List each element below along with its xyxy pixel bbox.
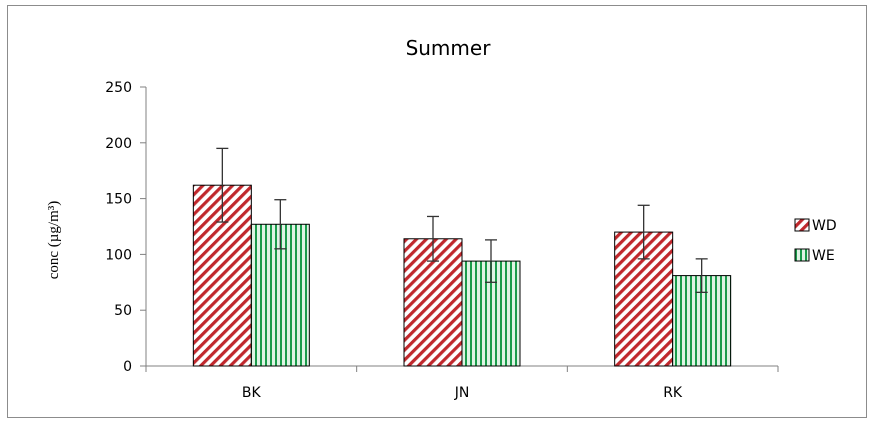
bars-group xyxy=(192,147,732,367)
x-category-label: BK xyxy=(242,385,262,401)
y-tick-label: 150 xyxy=(105,192,132,208)
y-tick-label: 0 xyxy=(123,359,132,375)
legend: WD WE xyxy=(794,218,837,264)
legend-swatch-wd xyxy=(794,218,810,232)
chart-title: Summer xyxy=(406,36,492,60)
y-tick-label: 200 xyxy=(105,136,132,152)
legend-swatch-we xyxy=(794,248,810,262)
legend-label-wd: WD xyxy=(812,218,837,234)
bar-we-bk xyxy=(250,223,310,367)
y-axis-label: conc (µg/m³) xyxy=(46,201,62,280)
y-tick-label: 100 xyxy=(105,247,132,263)
x-category-label: RK xyxy=(663,385,683,401)
y-tick-label: 250 xyxy=(105,80,132,96)
legend-label-we: WE xyxy=(812,248,835,264)
y-tick-label: 50 xyxy=(114,303,132,319)
x-category-label: JN xyxy=(454,385,470,401)
